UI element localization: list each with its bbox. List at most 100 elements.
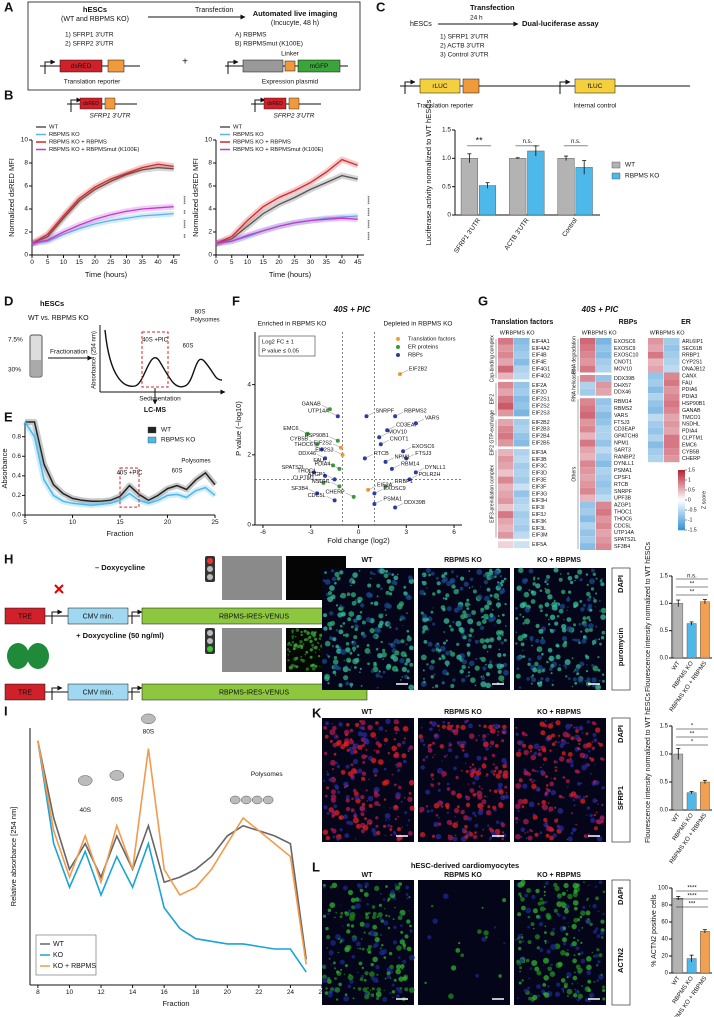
bar: [673, 898, 684, 974]
micrograph-texture: [439, 744, 445, 749]
micrograph-texture: [353, 788, 357, 793]
gene-label: EIF3B: [532, 457, 547, 463]
x-tick-label: 20: [91, 259, 99, 266]
micrograph-texture: [486, 600, 492, 606]
micrograph-texture: [406, 824, 409, 827]
bar: [686, 792, 697, 811]
micrograph-texture: [325, 926, 329, 931]
micrograph-texture: [541, 800, 547, 805]
series-line: [215, 158, 358, 245]
micrograph-texture: [533, 578, 536, 581]
micrograph-texture: [393, 918, 395, 920]
x-tick-label: WT: [671, 660, 681, 671]
micrograph-texture: [391, 990, 396, 994]
micrograph-texture: [592, 572, 596, 576]
micrograph-texture: [431, 904, 434, 908]
micrograph-texture: [587, 603, 593, 609]
annotation: 40S +PIC: [142, 338, 169, 344]
micrograph-texture: [330, 987, 335, 992]
micrograph-texture: [565, 675, 568, 678]
micrograph-texture: [384, 609, 387, 611]
gene-label: RBMS2: [614, 406, 632, 412]
point-label: AZGP1: [308, 472, 326, 478]
micrograph-texture: [338, 683, 343, 688]
micrograph-texture: [485, 774, 488, 778]
gene-label: EIF3J: [532, 512, 546, 518]
micrograph-texture: [444, 597, 448, 601]
micrograph-texture: [552, 833, 557, 838]
micrograph-texture: [565, 904, 570, 909]
micrograph-texture: [370, 757, 377, 764]
micrograph-texture: [576, 939, 580, 942]
micrograph-texture: [544, 881, 549, 886]
micrograph-texture: [581, 926, 584, 929]
y-tick-label: 0.5: [442, 183, 451, 190]
shape: [297, 59, 341, 73]
micrograph-texture: [531, 674, 535, 677]
micrograph-texture: [326, 770, 328, 773]
micrograph-texture: [590, 587, 595, 591]
micrograph-texture: [596, 964, 599, 967]
micrograph-texture: [327, 908, 332, 913]
micrograph-texture: [449, 650, 452, 653]
micrograph-texture: [555, 654, 561, 660]
micrograph-texture: [493, 769, 497, 773]
micrograph-texture: [598, 679, 601, 682]
panel-letter: H: [4, 551, 13, 566]
micrograph-texture: [502, 588, 505, 590]
micrograph-texture: [422, 580, 427, 586]
micrograph-texture: [334, 674, 337, 676]
column-label: WT: [650, 330, 659, 336]
heatmap-cell: [514, 518, 530, 525]
micrograph-texture: [524, 607, 531, 613]
micrograph-texture: [364, 648, 371, 654]
shape: [387, 426, 396, 431]
micrograph-texture: [387, 572, 391, 576]
label: 1) SFRP1 3'UTR: [440, 34, 489, 41]
micrograph-texture: [346, 929, 351, 934]
micrograph-texture: [549, 749, 552, 752]
micrograph-texture: [566, 617, 572, 622]
micrograph-texture: [464, 834, 469, 839]
micrograph-texture: [456, 575, 459, 578]
heatmap-cell: [580, 536, 596, 544]
micrograph-texture: [562, 916, 566, 920]
heading: hESCs: [83, 5, 107, 14]
x-tick-label: 30: [123, 259, 131, 266]
micrograph-texture: [457, 589, 459, 591]
label: 24 h: [470, 15, 483, 22]
micrograph-texture: [569, 580, 574, 585]
micrograph-texture: [399, 909, 406, 916]
micrograph-texture: [342, 631, 345, 633]
micrograph-texture: [539, 831, 543, 835]
micrograph-texture: [478, 734, 480, 737]
micrograph-texture: [494, 766, 499, 770]
legend-label: WT: [53, 941, 65, 948]
micrograph-texture: [301, 658, 305, 663]
x-tick-label: 15: [260, 259, 268, 266]
micrograph-texture: [539, 589, 543, 592]
micrograph-texture: [523, 749, 529, 756]
micrograph-texture: [336, 970, 340, 974]
micrograph-texture: [342, 666, 349, 673]
micrograph-texture: [310, 631, 315, 635]
micrograph-texture: [592, 903, 597, 909]
gene-label: EIF4G2: [532, 373, 550, 379]
shape: [611, 567, 631, 691]
micrograph-texture: [382, 898, 386, 901]
micrograph-texture: [467, 666, 470, 669]
micrograph-texture: [591, 741, 593, 743]
micrograph-texture: [418, 734, 424, 739]
micrograph-texture: [495, 727, 497, 729]
x-axis-label: Time (hours): [85, 270, 128, 279]
box-label: TRE: [18, 689, 32, 696]
micrograph-texture: [460, 744, 465, 749]
micrograph-texture: [339, 624, 343, 628]
micrograph-texture: [534, 661, 539, 667]
micrograph-texture: [330, 789, 336, 795]
shape: [385, 482, 394, 487]
micrograph-texture: [518, 892, 522, 896]
micrograph-texture: [383, 908, 386, 910]
micrograph-texture: [348, 973, 352, 977]
micrograph-texture: [404, 811, 408, 815]
